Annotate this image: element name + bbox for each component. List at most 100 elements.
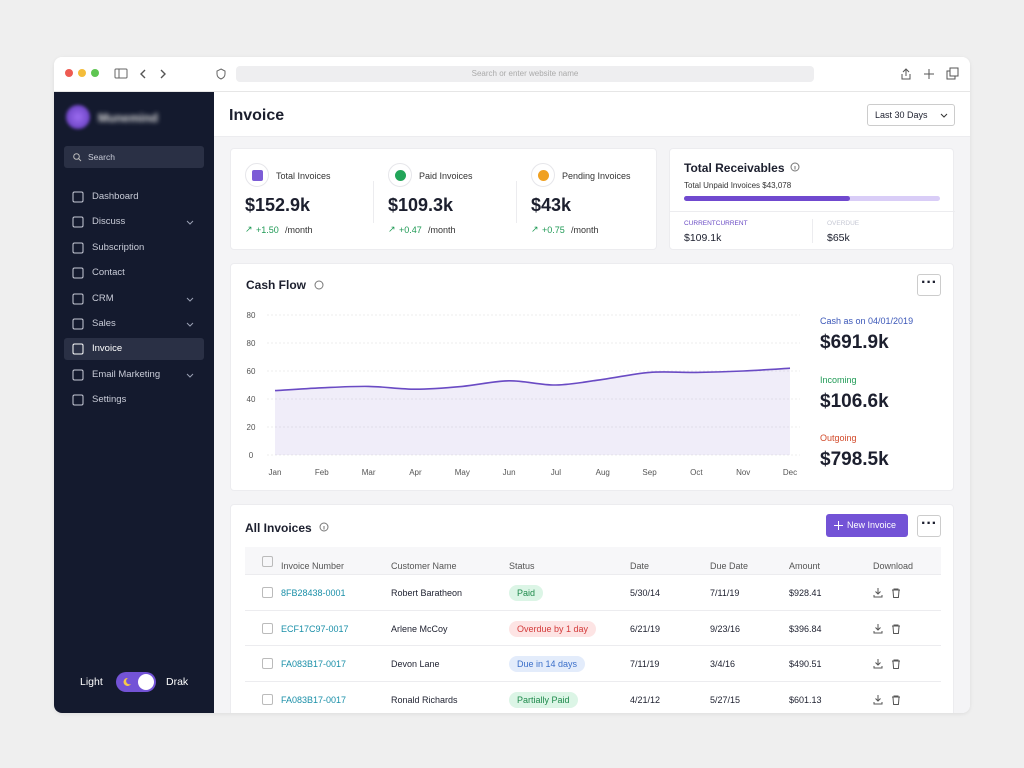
status-pill: Partially Paid bbox=[509, 691, 578, 708]
progress-track bbox=[684, 196, 940, 201]
table-cell: 3/4/16 bbox=[710, 659, 736, 669]
y-tick-label: 80 bbox=[247, 339, 256, 348]
search-icon bbox=[73, 153, 82, 162]
nav-icon bbox=[72, 369, 84, 381]
table-cell: 4/21/12 bbox=[630, 694, 661, 705]
nav-item[interactable]: Sales bbox=[64, 313, 204, 335]
stat-period: /month bbox=[428, 225, 456, 235]
toggle-knob bbox=[138, 674, 154, 690]
nav-item[interactable]: Email Marketing bbox=[64, 364, 204, 386]
stat-change: +0.47 bbox=[399, 225, 422, 235]
stat-icon bbox=[388, 163, 412, 187]
shield bbox=[216, 68, 226, 80]
stat-icon-dot bbox=[395, 170, 406, 181]
y-tick-label: 20 bbox=[247, 423, 256, 432]
column-header: Status bbox=[509, 561, 535, 571]
nav-icon bbox=[72, 394, 84, 406]
address-bar[interactable]: Search or enter website name bbox=[236, 66, 814, 82]
maximize[interactable] bbox=[91, 69, 99, 77]
icon-shape bbox=[72, 191, 84, 203]
invoices-title: All Invoices bbox=[245, 521, 312, 535]
nav-item[interactable]: Subscription bbox=[64, 237, 204, 259]
invoices-card: All Invoices New Invoice ··· Invoice Num… bbox=[230, 504, 954, 713]
minimize[interactable] bbox=[78, 69, 86, 77]
nav-item[interactable]: Discuss bbox=[64, 211, 204, 233]
nav-buttons[interactable] bbox=[114, 67, 174, 81]
nav-label: Contact bbox=[92, 267, 125, 279]
nav-label: CRM bbox=[92, 292, 114, 304]
stat-icon-dot bbox=[538, 170, 549, 181]
theme-light: Light bbox=[80, 676, 103, 688]
table-row: 8FB28438-0001 Robert Baratheon Paid 5/30/14… bbox=[245, 575, 941, 611]
nav-item[interactable]: Invoice bbox=[64, 338, 204, 361]
current-label: CURRENTCURRENT bbox=[684, 220, 748, 227]
column-header: Download bbox=[873, 561, 914, 571]
browser-actions[interactable] bbox=[899, 67, 959, 81]
range-select[interactable]: Last 30 Days bbox=[867, 104, 955, 126]
checkbox[interactable] bbox=[262, 693, 273, 705]
row-actions[interactable] bbox=[873, 587, 903, 599]
new-invoice-text: New Invoice bbox=[847, 520, 897, 530]
close[interactable] bbox=[65, 69, 73, 77]
invoice-link[interactable]: FA083B17-0017 bbox=[281, 659, 347, 669]
table-cell: 6/21/19 bbox=[630, 623, 661, 634]
x-tick-label: Mar bbox=[362, 468, 376, 477]
receivables-title: Total Receivables bbox=[684, 161, 785, 175]
chevron-path bbox=[186, 221, 194, 226]
checkbox[interactable] bbox=[262, 622, 273, 634]
more-button[interactable]: ··· bbox=[917, 274, 941, 296]
stats-card: Total Invoices $152.9k ↗ +1.50/month Paid In… bbox=[230, 148, 657, 250]
table-cell: Robert Baratheon bbox=[391, 588, 463, 598]
table-cell: $396.84 bbox=[789, 623, 822, 634]
search-text: Search bbox=[88, 152, 115, 162]
invoice-link[interactable]: 8FB28438-0001 bbox=[281, 588, 346, 598]
invoice-link[interactable]: FA083B17-0017 bbox=[281, 694, 347, 705]
stat-change: +1.50 bbox=[256, 225, 279, 235]
row-actions[interactable] bbox=[873, 694, 903, 706]
checkbox[interactable] bbox=[262, 556, 273, 567]
chevron bbox=[186, 322, 194, 327]
page-title: Invoice bbox=[229, 107, 285, 124]
download-icon bbox=[873, 694, 883, 704]
table-cell: 5/30/14 bbox=[630, 588, 661, 598]
main-content: Invoice Last 30 Days Total Invoices $152.… bbox=[214, 92, 970, 713]
nav-item[interactable]: Dashboard bbox=[64, 186, 204, 208]
more-button[interactable]: ··· bbox=[917, 515, 941, 537]
nav-label: Email Marketing bbox=[92, 368, 161, 380]
chart-title: Cash Flow bbox=[246, 278, 307, 292]
checkbox[interactable] bbox=[262, 587, 273, 598]
nav-item[interactable]: Contact bbox=[64, 262, 204, 284]
icon-shape bbox=[72, 216, 84, 228]
x-tick-label: Jul bbox=[551, 468, 561, 477]
row-actions[interactable] bbox=[873, 658, 903, 670]
stat-period: /month bbox=[285, 225, 313, 235]
table-row: FA083B17-0017 Ronald Richards Partially Pa… bbox=[245, 682, 941, 714]
new-invoice-button[interactable]: New Invoice bbox=[826, 514, 908, 537]
theme-toggle[interactable] bbox=[116, 672, 156, 692]
trend-arrow: ↗ bbox=[388, 224, 396, 234]
nav-icon bbox=[72, 216, 84, 228]
search-box[interactable]: Search bbox=[64, 146, 204, 168]
nav-label: Sales bbox=[92, 318, 116, 329]
summary-value: $691.9k bbox=[820, 332, 889, 353]
divider bbox=[670, 211, 955, 212]
progress-fill bbox=[684, 196, 851, 201]
summary-label: Cash as on 04/01/2019 bbox=[820, 316, 914, 326]
nav-item[interactable]: CRM bbox=[64, 288, 204, 310]
nav-label: Invoice bbox=[92, 343, 123, 355]
nav-icon bbox=[72, 242, 84, 254]
table-row: ECF17C97-0017 Arlene McCoy Overdue by 1 da… bbox=[245, 611, 941, 646]
delete-icon bbox=[892, 624, 900, 634]
checkbox[interactable] bbox=[262, 658, 273, 669]
y-tick-label: 60 bbox=[247, 367, 256, 376]
row-actions[interactable] bbox=[873, 623, 903, 635]
x-tick-label: Nov bbox=[736, 468, 750, 477]
nav-item[interactable]: Settings bbox=[64, 389, 204, 411]
invoice-link[interactable]: ECF17C97-0017 bbox=[281, 623, 349, 634]
status-pill: Due in 14 days bbox=[509, 656, 586, 672]
x-tick-label: Aug bbox=[596, 468, 610, 477]
stat-value: $152.9k bbox=[245, 195, 311, 215]
brand-logo bbox=[66, 105, 90, 129]
divider bbox=[812, 219, 813, 243]
y-tick-label: 40 bbox=[247, 395, 256, 404]
